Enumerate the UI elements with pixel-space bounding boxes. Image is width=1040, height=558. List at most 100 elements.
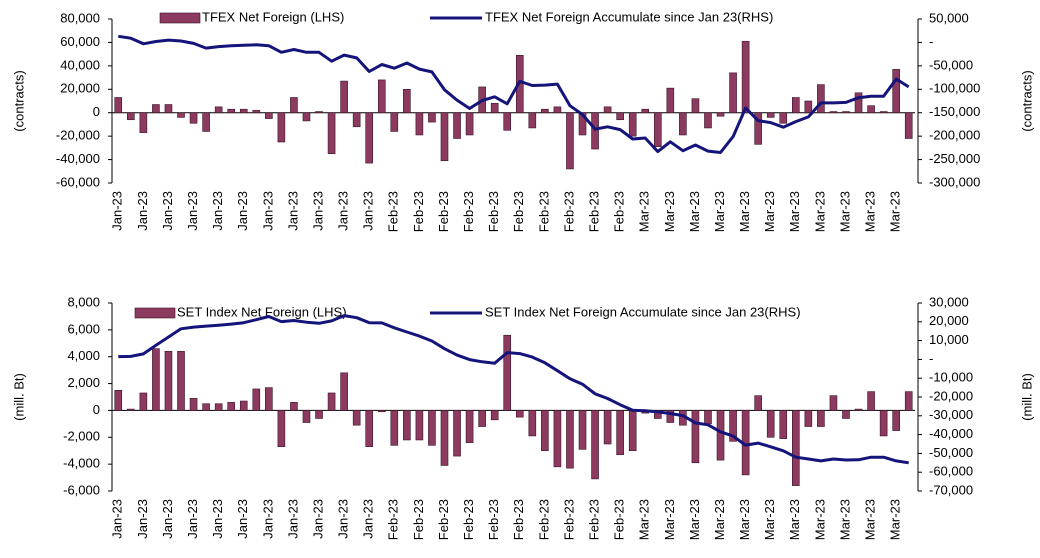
x-tick-label: Feb-23 <box>511 499 526 540</box>
bar <box>792 97 800 114</box>
y-tick-label: -40,000 <box>56 151 100 166</box>
bar <box>754 395 762 411</box>
x-tick-label: Feb-23 <box>411 499 426 540</box>
bar <box>127 112 135 121</box>
y-tick-label: 2,000 <box>67 375 100 390</box>
bar <box>867 105 875 114</box>
bar <box>403 88 411 114</box>
bar <box>202 403 210 411</box>
bar <box>616 112 624 121</box>
bar <box>691 98 700 114</box>
y-tick-label: 8,000 <box>67 294 100 309</box>
y-tick-label: 20,000 <box>60 81 100 96</box>
x-tick-label: Feb-23 <box>486 499 501 540</box>
bar <box>541 108 549 114</box>
bar <box>340 80 348 114</box>
x-tick-label: Jan-23 <box>210 191 225 231</box>
x-tick-label: Mar-23 <box>662 191 677 232</box>
bar <box>641 108 650 114</box>
bar <box>440 410 449 466</box>
bar <box>729 72 737 114</box>
bar <box>365 112 374 164</box>
bar <box>227 108 235 114</box>
bar <box>365 410 374 447</box>
bar <box>415 410 424 441</box>
legend-label: SET Index Net Foreign (LHS) <box>177 304 347 319</box>
bar <box>879 111 888 114</box>
x-tick-label: Feb-23 <box>561 499 576 540</box>
y2-tick-label: -250,000 <box>929 151 980 166</box>
bar <box>904 112 913 139</box>
x-tick-label: Jan-23 <box>210 499 225 539</box>
x-tick-label: Mar-23 <box>662 499 677 540</box>
bar <box>741 40 750 114</box>
bar <box>302 410 311 423</box>
y-tick-label: -4,000 <box>63 456 100 471</box>
bar <box>227 402 235 411</box>
bar <box>465 112 474 136</box>
bar <box>528 112 537 129</box>
bar <box>415 112 424 136</box>
bar <box>716 410 725 461</box>
x-tick-label: Jan-23 <box>185 499 200 539</box>
bar <box>817 84 825 114</box>
y2-tick-label: 20,000 <box>929 313 969 328</box>
x-tick-label: Feb-23 <box>612 191 627 232</box>
bar <box>189 112 198 124</box>
x-tick-label: Mar-23 <box>888 191 903 232</box>
y-tick-label: 6,000 <box>67 321 100 336</box>
y-tick-label: 4,000 <box>67 348 100 363</box>
bar <box>265 112 273 119</box>
bar <box>679 112 687 136</box>
bar <box>139 392 148 411</box>
x-tick-label: Mar-23 <box>837 191 852 232</box>
bar <box>503 334 512 411</box>
bar <box>892 69 900 114</box>
bar <box>553 106 562 114</box>
x-tick-label: Mar-23 <box>687 191 702 232</box>
y2-tick-label: -50,000 <box>929 57 973 72</box>
x-tick-label: Mar-23 <box>737 499 752 540</box>
x-tick-label: Mar-23 <box>687 499 702 540</box>
bar <box>164 104 173 114</box>
bar <box>578 112 587 136</box>
bar <box>202 112 210 132</box>
legend-swatch <box>134 307 176 319</box>
bar <box>503 112 512 131</box>
bar <box>817 410 825 427</box>
legend-label: TFEX Net Foreign Accumulate since Jan 23… <box>485 9 773 24</box>
y2-tick-label: 10,000 <box>929 332 969 347</box>
x-tick-label: Feb-23 <box>386 499 401 540</box>
y-tick-label: 40,000 <box>60 57 100 72</box>
bar <box>829 395 838 411</box>
bar <box>591 410 599 480</box>
bar <box>428 112 436 123</box>
bar <box>164 351 173 411</box>
bar <box>290 97 298 114</box>
x-tick-label: Mar-23 <box>762 191 777 232</box>
x-tick-label: Jan-23 <box>310 191 325 231</box>
x-tick-label: Mar-23 <box>787 191 802 232</box>
bar <box>566 112 574 170</box>
bar <box>528 410 537 437</box>
x-tick-label: Mar-23 <box>762 499 777 540</box>
bar <box>616 410 624 456</box>
bar <box>152 348 160 411</box>
x-tick-label: Feb-23 <box>511 191 526 232</box>
x-tick-label: Feb-23 <box>486 191 501 232</box>
bar <box>628 112 637 137</box>
y2-tick-label: 30,000 <box>929 294 969 309</box>
y2-tick-label: -40,000 <box>929 426 973 441</box>
bar <box>766 410 775 438</box>
y-tick-label: -60,000 <box>56 174 100 189</box>
legend-swatch <box>159 12 201 24</box>
bar <box>766 112 775 118</box>
line <box>118 34 910 154</box>
bar <box>290 402 298 411</box>
bar <box>541 410 549 452</box>
y2-tick-label: - <box>929 34 933 49</box>
bar <box>327 112 336 155</box>
x-tick-label: Mar-23 <box>637 191 652 232</box>
x-tick-label: Mar-23 <box>837 499 852 540</box>
bar <box>239 108 248 114</box>
